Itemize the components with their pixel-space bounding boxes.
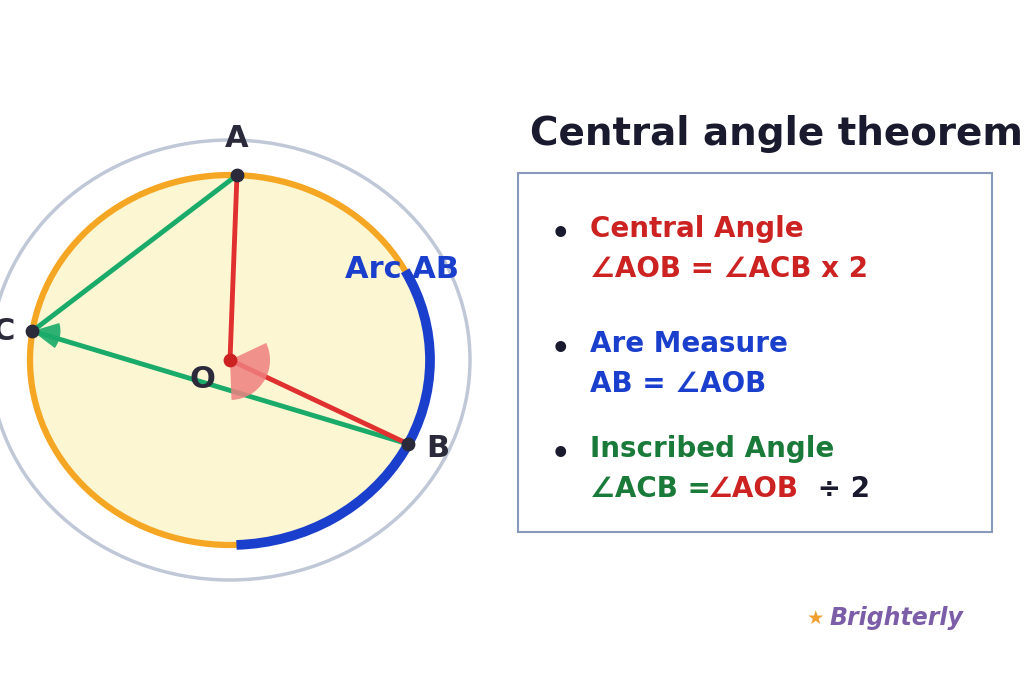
Text: ∠ACB =: ∠ACB = — [590, 475, 721, 503]
Point — [25, 326, 41, 337]
Text: A: A — [225, 124, 249, 153]
Text: Brighterly: Brighterly — [830, 606, 964, 630]
Text: Central Angle: Central Angle — [590, 215, 804, 243]
Wedge shape — [33, 323, 60, 348]
Text: Inscribed Angle: Inscribed Angle — [590, 435, 835, 463]
Text: •: • — [550, 440, 569, 469]
Text: ÷ 2: ÷ 2 — [808, 475, 870, 503]
Point — [228, 169, 245, 180]
Text: •: • — [550, 220, 569, 249]
Text: AB = ∠AOB: AB = ∠AOB — [590, 370, 766, 398]
Text: Are Measure: Are Measure — [590, 330, 787, 358]
Point — [400, 438, 417, 449]
Text: •: • — [550, 335, 569, 364]
Text: B: B — [426, 434, 450, 464]
Text: ★: ★ — [806, 609, 823, 628]
Point — [222, 354, 239, 365]
Wedge shape — [230, 343, 270, 400]
Text: ∠AOB = ∠ACB x 2: ∠AOB = ∠ACB x 2 — [590, 255, 868, 283]
FancyBboxPatch shape — [518, 173, 992, 532]
Text: ∠AOB: ∠AOB — [708, 475, 799, 503]
Ellipse shape — [30, 175, 430, 545]
Text: Arc AB: Arc AB — [345, 255, 459, 285]
Text: C: C — [0, 316, 14, 346]
Text: O: O — [189, 365, 215, 394]
Text: Central angle theorem:: Central angle theorem: — [530, 115, 1024, 153]
